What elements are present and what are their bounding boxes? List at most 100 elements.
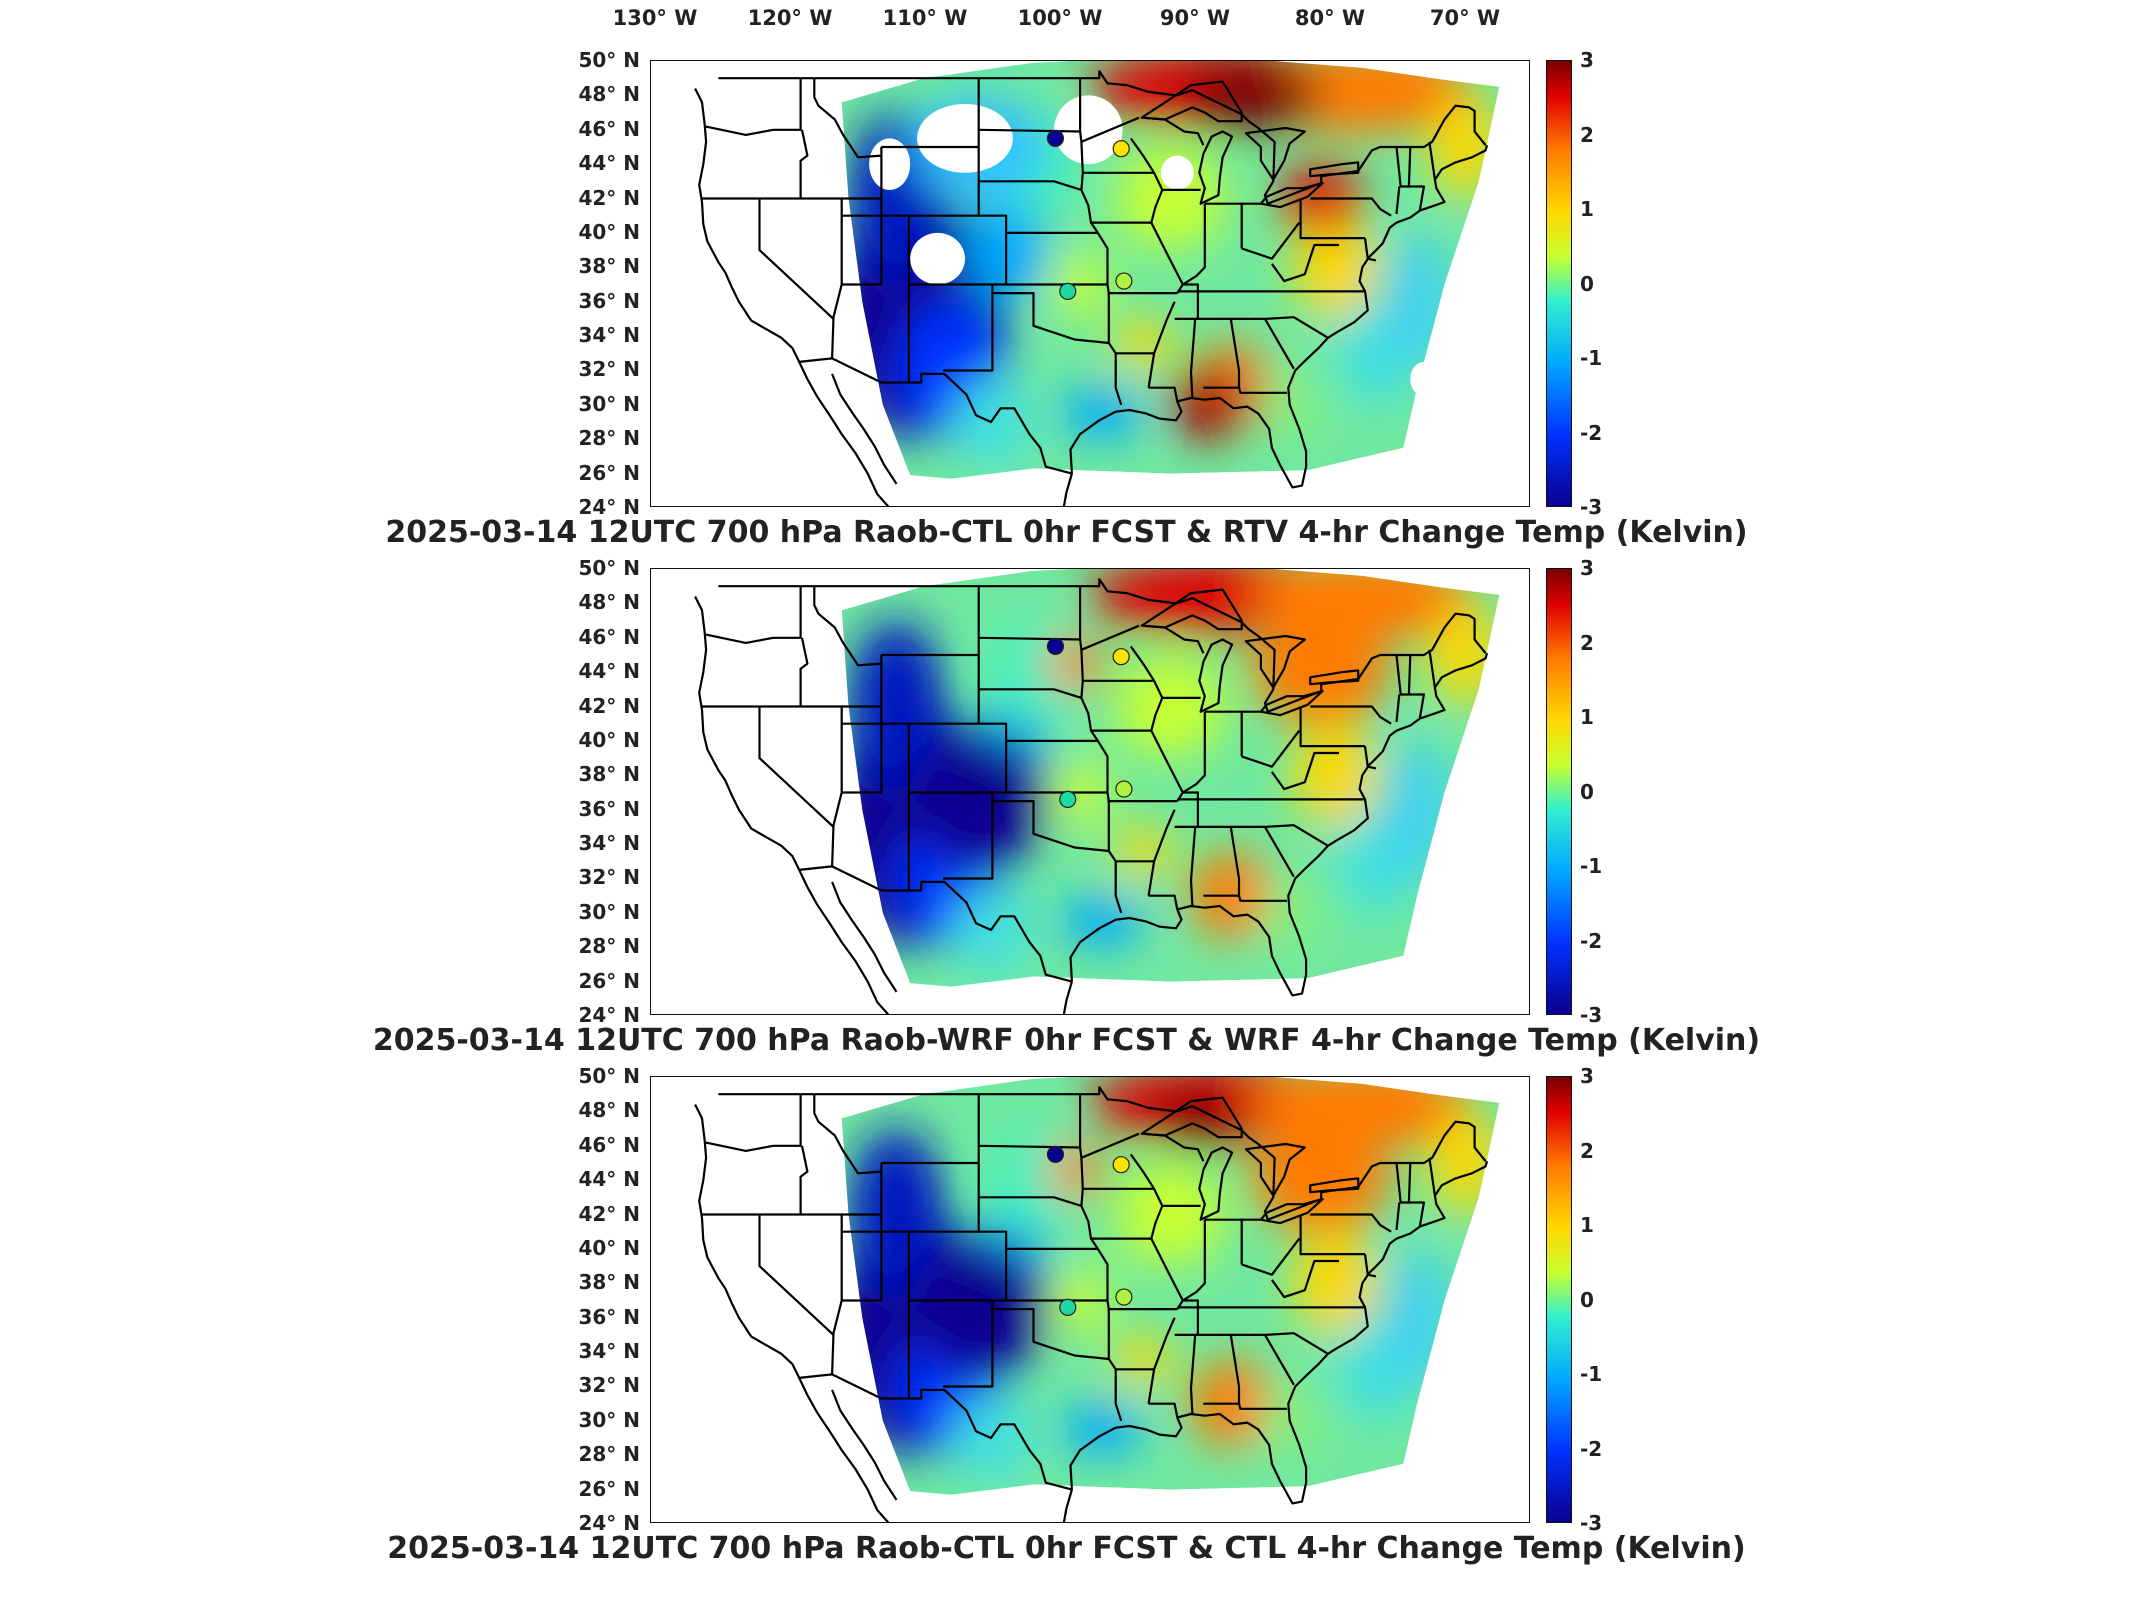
state-border [1264,826,1295,878]
lat-label: 40° N [578,1235,640,1260]
field-blob [1430,603,1500,707]
field-blob [1259,878,1329,948]
state-border [831,1214,843,1375]
state-border [1176,711,1206,802]
lat-label: 38° N [578,254,640,279]
state-border [1407,654,1412,695]
lat-label: 24° N [578,1003,640,1027]
field-blob [1115,826,1171,879]
lat-label: 46° N [578,624,640,649]
colorbar-tick-label: -1 [1580,1362,1603,1386]
lat-label: 48° N [578,1098,640,1123]
country-border [718,578,1487,713]
colorbar-tick-label: -2 [1580,420,1603,445]
field-blob [1382,740,1452,879]
lon-label-120w: 120° W [747,6,833,30]
state-border [1129,645,1156,682]
state-border [881,214,1008,286]
lat-label: 36° N [578,796,640,821]
lon-label-80w: 80° W [1294,6,1366,30]
state-border [1150,222,1184,286]
state-border [831,706,843,867]
state-border [1237,895,1287,902]
state-border [978,639,1084,699]
great-lake-outline [1244,1142,1306,1197]
state-border [978,586,1082,641]
field-blob [1382,1248,1452,1387]
temperature-change-field [841,1077,1500,1495]
field-blob [1293,215,1376,319]
coastline [694,1104,890,1522]
panel-title: 2025-03-14 12UTC 700 hPa Raob-CTL 0hr FC… [385,515,1748,550]
field-blob [1156,1092,1239,1148]
missing-data-patch [910,232,965,285]
great-lake-outline [1259,1198,1324,1225]
colorbar-tick-label: 1 [1580,705,1594,729]
state-border [1143,1132,1205,1162]
field-blob [951,1395,1034,1482]
field-blob [1115,318,1171,371]
state-border [1129,137,1156,174]
state-border [1203,826,1241,897]
lon-label-110w: 110° W [882,6,968,30]
colorbar-tick-label: 2 [1580,122,1594,147]
country-border [799,1373,1073,1491]
state-border [841,723,883,794]
great-lake-outline [1140,1096,1243,1139]
colorbar-tick-label: -2 [1580,1436,1603,1461]
state-border [1006,232,1109,286]
great-lake-outline [1140,588,1243,631]
field-blob [1060,895,1144,948]
great-lake-outline [1309,161,1360,178]
colorbar-tick-label: -3 [1580,1003,1603,1027]
state-border [1407,1162,1412,1203]
lat-label: 42° N [578,1201,640,1226]
state-border [1182,1299,1199,1335]
state-border [1080,116,1140,143]
missing-data-patch [1410,361,1438,397]
state-border [799,129,809,199]
state-border [1203,318,1241,389]
state-border [1129,1153,1156,1190]
field-blob [1293,723,1376,827]
great-lake-outline [1244,634,1306,689]
state-border [1189,318,1197,399]
colorbar-tick-label: -1 [1580,346,1603,370]
colorbar [1546,60,1572,507]
map-svg [694,569,1500,1014]
colorbar-tick-label: -3 [1580,1511,1603,1535]
state-border [1395,1202,1401,1231]
lat-label: 42° N [578,185,640,210]
panel-title: 2025-03-14 12UTC 700 hPa Raob-CTL 0hr FC… [387,1531,1746,1566]
state-border [1189,826,1197,907]
lat-label: 44° N [578,1167,640,1192]
state-border [1248,1332,1329,1355]
state-border [841,215,883,286]
state-border [1150,1238,1184,1302]
state-border [1189,1334,1197,1415]
state-border [1203,1334,1241,1405]
state-border [1148,386,1179,402]
great-lake-outline [1140,80,1243,123]
lat-label: 48° N [578,590,640,615]
state-border [943,284,994,372]
field-blob [1430,95,1500,199]
great-lake-outline [1198,638,1234,713]
state-border [1241,1237,1301,1276]
state-border [758,1214,835,1336]
state-border [1395,694,1401,723]
state-border [1082,1187,1164,1240]
map-frame [650,60,1530,507]
field-blob [1060,387,1144,440]
lat-label: 48° N [578,82,640,107]
field-blob [1293,1231,1376,1335]
colorbar-tick-label: -3 [1580,495,1603,519]
state-border [1248,824,1329,847]
raob-station-marker [1112,140,1130,158]
state-border [1150,730,1184,794]
state-border [1204,202,1243,249]
state-border [704,586,802,644]
lat-label: 30° N [578,899,640,924]
state-border [1082,171,1164,224]
state-border [1147,1369,1156,1404]
